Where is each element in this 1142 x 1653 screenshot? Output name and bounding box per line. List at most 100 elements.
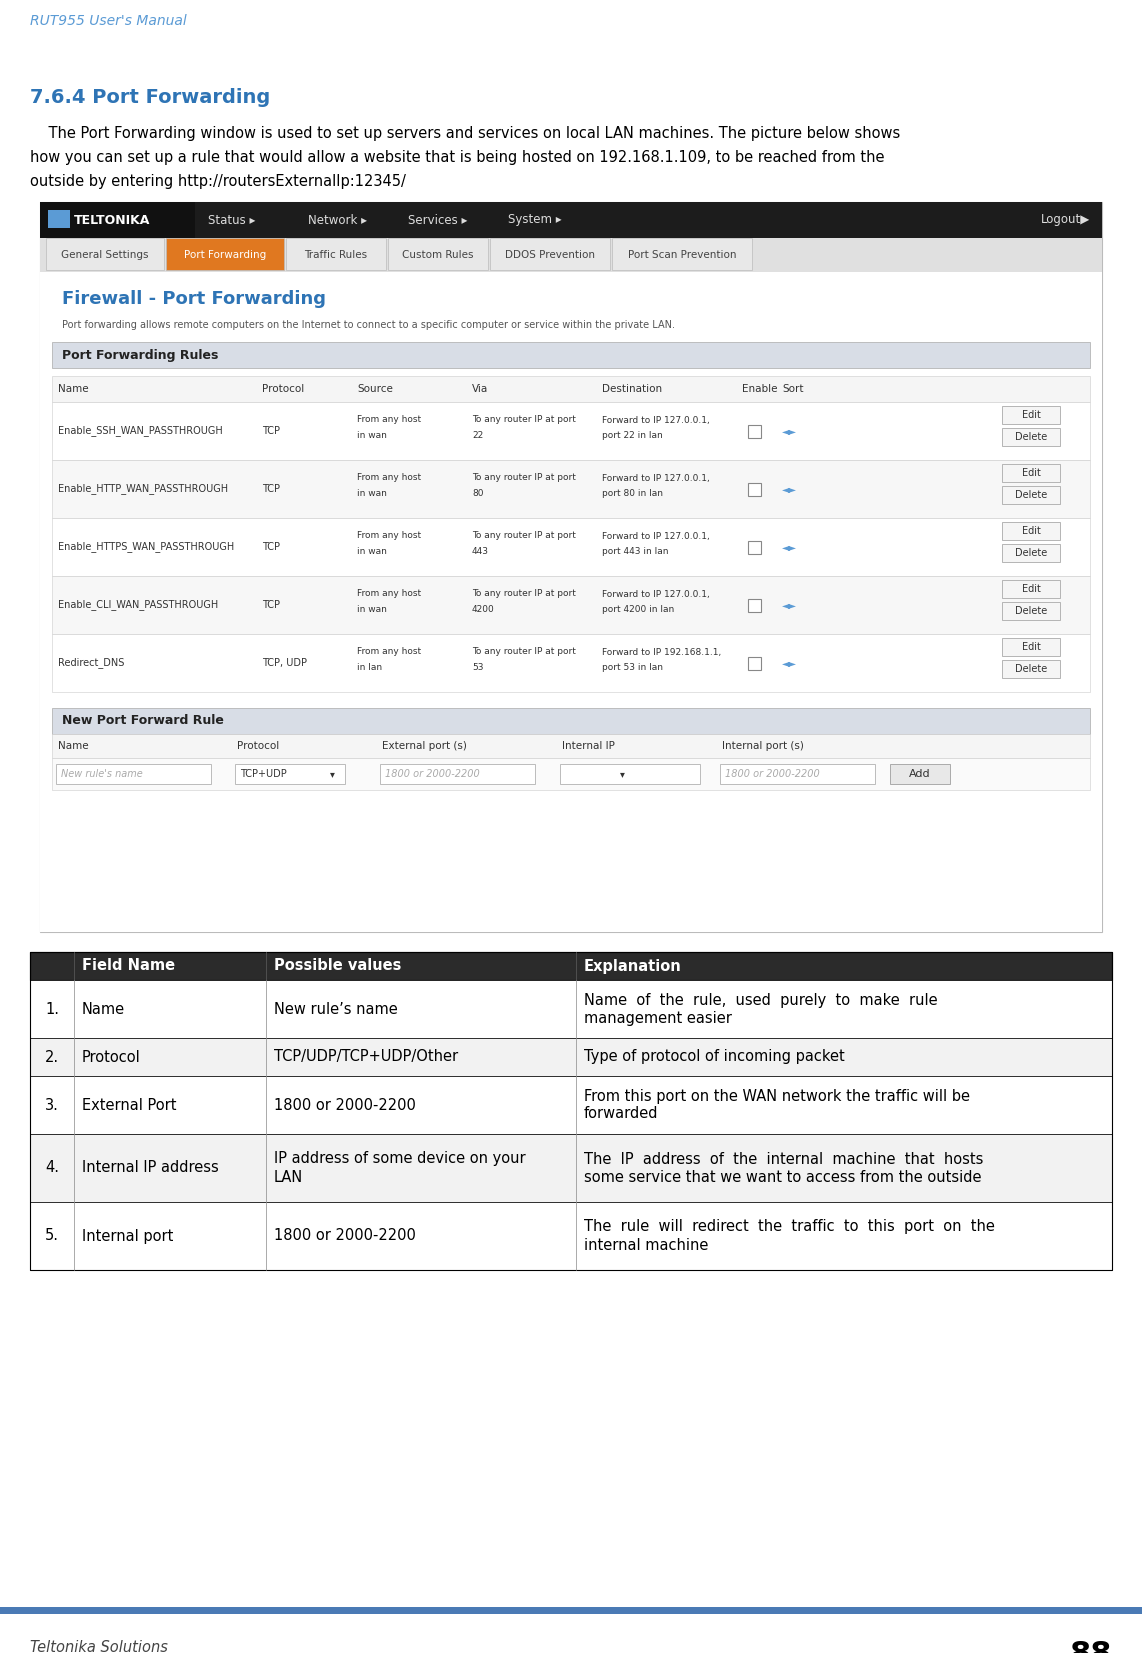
Text: Port forwarding allows remote computers on the Internet to connect to a specific: Port forwarding allows remote computers … [62,321,675,331]
Text: in lan: in lan [357,663,383,673]
Text: From any host: From any host [357,648,421,656]
Text: From any host: From any host [357,473,421,483]
Text: Edit: Edit [1022,641,1040,651]
Bar [890,764,950,784]
Bar [30,952,1112,1270]
Bar [388,238,488,269]
Text: Protocol: Protocol [238,741,280,750]
Text: From any host: From any host [357,415,421,425]
Text: Services ▸: Services ▸ [408,213,467,226]
Bar [560,764,700,784]
Text: 4.: 4. [45,1160,59,1175]
Bar [612,238,751,269]
Bar [1002,486,1060,504]
Text: Enable_HTTP_WAN_PASSTHROUGH: Enable_HTTP_WAN_PASSTHROUGH [58,484,228,494]
Text: 1800 or 2000-2200: 1800 or 2000-2200 [385,769,480,779]
Bar [1002,602,1060,620]
Text: forwarded: forwarded [584,1106,659,1121]
Text: Via: Via [472,383,489,393]
Bar [719,764,875,784]
Text: External port (s): External port (s) [383,741,467,750]
Text: To any router IP at port: To any router IP at port [472,590,576,598]
Text: Delete: Delete [1015,431,1047,441]
Text: Edit: Edit [1022,468,1040,478]
Text: Edit: Edit [1022,584,1040,593]
Bar [40,202,1102,932]
Text: General Settings: General Settings [62,250,148,260]
Text: New rule’s name: New rule’s name [274,1002,397,1017]
Text: Name: Name [58,383,89,393]
Bar [1002,580,1060,598]
Text: Internal port: Internal port [82,1228,174,1243]
Text: Redirect_DNS: Redirect_DNS [58,658,124,668]
Text: Protocol: Protocol [82,1050,140,1065]
Bar [286,238,386,269]
Text: Destination: Destination [602,383,662,393]
Text: Name  of  the  rule,  used  purely  to  make  rule: Name of the rule, used purely to make ru… [584,992,938,1007]
Text: internal machine: internal machine [584,1238,708,1253]
Text: Logout▶: Logout▶ [1040,213,1089,226]
Text: From any host: From any host [357,590,421,598]
Bar [1002,544,1060,562]
Text: ◄►: ◄► [782,426,797,436]
Text: External Port: External Port [82,1098,177,1112]
Bar [1002,660,1060,678]
Text: System ▸: System ▸ [508,213,562,226]
Text: ◄►: ◄► [782,658,797,668]
Text: Port Forwarding: Port Forwarding [184,250,266,260]
Text: Status ▸: Status ▸ [208,213,256,226]
Bar [40,202,195,238]
Bar [490,238,610,269]
Text: 53: 53 [472,663,483,673]
Bar [166,238,284,269]
Bar [748,598,761,612]
Text: Custom Rules: Custom Rules [402,250,474,260]
Text: 3.: 3. [45,1098,59,1112]
Bar [748,425,761,438]
Text: Source: Source [357,383,393,393]
Text: 5.: 5. [45,1228,59,1243]
Text: in wan: in wan [357,431,387,440]
Text: 1800 or 2000-2200: 1800 or 2000-2200 [274,1098,416,1112]
Text: 2.: 2. [45,1050,59,1065]
Text: 22: 22 [472,431,483,440]
Bar [1002,638,1060,656]
Text: ▾: ▾ [330,769,335,779]
Text: in wan: in wan [357,489,387,499]
Text: TCP: TCP [262,426,280,436]
Text: 7.6.4 Port Forwarding: 7.6.4 Port Forwarding [30,88,271,107]
Text: Edit: Edit [1022,410,1040,420]
Text: IP address of some device on your: IP address of some device on your [274,1152,525,1167]
Text: Internal port (s): Internal port (s) [722,741,804,750]
Text: Traffic Rules: Traffic Rules [305,250,368,260]
Text: To any router IP at port: To any router IP at port [472,415,576,425]
Text: Delete: Delete [1015,665,1047,674]
Text: Forward to IP 192.168.1.1,: Forward to IP 192.168.1.1, [602,648,722,656]
Text: ▾: ▾ [620,769,625,779]
Bar [53,707,1089,734]
Text: outside by entering http://routersExternalIp:12345/: outside by entering http://routersExtern… [30,174,405,188]
Text: Teltonika Solutions: Teltonika Solutions [30,1640,168,1653]
Bar [1002,522,1060,541]
Text: port 4200 in lan: port 4200 in lan [602,605,674,615]
Bar [53,517,1089,575]
Text: Delete: Delete [1015,607,1047,617]
Text: Internal IP address: Internal IP address [82,1160,219,1175]
Bar [40,238,1102,273]
Text: Firewall - Port Forwarding: Firewall - Port Forwarding [62,289,325,307]
Text: port 53 in lan: port 53 in lan [602,663,664,673]
Bar [56,764,211,784]
Text: The  rule  will  redirect  the  traffic  to  this  port  on  the: The rule will redirect the traffic to th… [584,1220,995,1235]
Text: in wan: in wan [357,605,387,615]
Text: Name: Name [82,1002,126,1017]
Text: Forward to IP 127.0.0.1,: Forward to IP 127.0.0.1, [602,590,709,598]
Text: Possible values: Possible values [274,959,401,974]
Bar [235,764,345,784]
Text: Delete: Delete [1015,489,1047,499]
Bar [1002,428,1060,446]
Bar [46,238,164,269]
Text: From any host: From any host [357,532,421,541]
Text: ◄►: ◄► [782,600,797,610]
Text: port 443 in lan: port 443 in lan [602,547,668,557]
Text: Internal IP: Internal IP [562,741,614,750]
